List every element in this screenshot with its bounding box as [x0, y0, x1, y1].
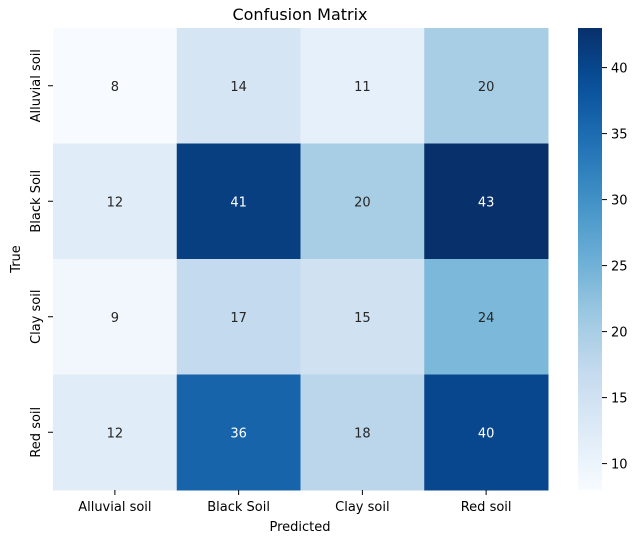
x-axis-label: Predicted	[269, 520, 330, 535]
heatmap-cell	[176, 374, 301, 491]
chart-title: Confusion Matrix	[232, 5, 367, 24]
colorbar: 10 15 20 25 30 35 40	[578, 28, 628, 490]
heatmap-cell	[53, 143, 178, 260]
x-tick-label: Alluvial soil	[78, 500, 151, 515]
colorbar-tick-label: 35	[611, 128, 628, 143]
cell-value-label: 20	[354, 195, 371, 210]
x-tick-label: Black Soil	[207, 500, 270, 515]
colorbar-tick-label: 25	[611, 260, 628, 275]
x-tick-label: Red soil	[461, 500, 512, 515]
colorbar-tick-label: 15	[611, 392, 628, 407]
cell-value-label: 12	[107, 426, 124, 441]
colorbar-tick-label: 40	[611, 62, 628, 77]
heatmap-grid: 8 14 11 20 12 41 20 43 9 17 15 24 12 36 18 40	[53, 28, 549, 491]
heatmap-cell	[300, 259, 425, 375]
colorbar-tick-label: 20	[611, 326, 628, 341]
colorbar-tick-label: 30	[611, 194, 628, 209]
y-tick-label: Black Soil	[29, 170, 44, 233]
cell-value-label: 40	[478, 426, 495, 441]
x-axis-ticks: Alluvial soil Black Soil Clay soil Red soil	[78, 490, 512, 515]
cell-value-label: 8	[111, 80, 119, 95]
cell-value-label: 41	[230, 195, 247, 210]
cell-value-label: 9	[111, 311, 119, 326]
cell-value-label: 14	[230, 80, 247, 95]
colorbar-gradient	[578, 28, 602, 490]
cell-value-label: 43	[478, 195, 495, 210]
cell-value-label: 11	[354, 80, 371, 95]
cell-value-label: 24	[478, 311, 495, 326]
heatmap-cell	[176, 143, 301, 260]
cell-value-label: 12	[107, 195, 124, 210]
heatmap-cell	[300, 143, 425, 260]
cell-value-label: 17	[230, 311, 247, 326]
heatmap-cell	[424, 259, 549, 375]
y-axis-label: True	[9, 245, 24, 274]
heatmap-cell	[300, 374, 425, 491]
cell-value-label: 15	[354, 311, 371, 326]
heatmap-cell	[176, 259, 301, 375]
y-tick-label: Red soil	[29, 407, 44, 458]
heatmap-cell	[53, 28, 178, 144]
cell-value-label: 20	[478, 80, 495, 95]
heatmap-cell	[53, 259, 178, 375]
heatmap-cell	[424, 374, 549, 491]
y-tick-label: Clay soil	[29, 290, 44, 344]
y-axis-ticks: Alluvial soil Black Soil Clay soil Red soil	[29, 49, 53, 458]
cell-value-label: 36	[230, 426, 247, 441]
heatmap-cell	[424, 28, 549, 144]
y-tick-label: Alluvial soil	[29, 49, 44, 122]
colorbar-tick-label: 10	[611, 458, 628, 473]
heatmap-cell	[176, 28, 301, 144]
heatmap-cell	[300, 28, 425, 144]
heatmap-cell	[424, 143, 549, 260]
heatmap-cell	[53, 374, 178, 491]
x-tick-label: Clay soil	[335, 500, 389, 515]
cell-value-label: 18	[354, 426, 371, 441]
